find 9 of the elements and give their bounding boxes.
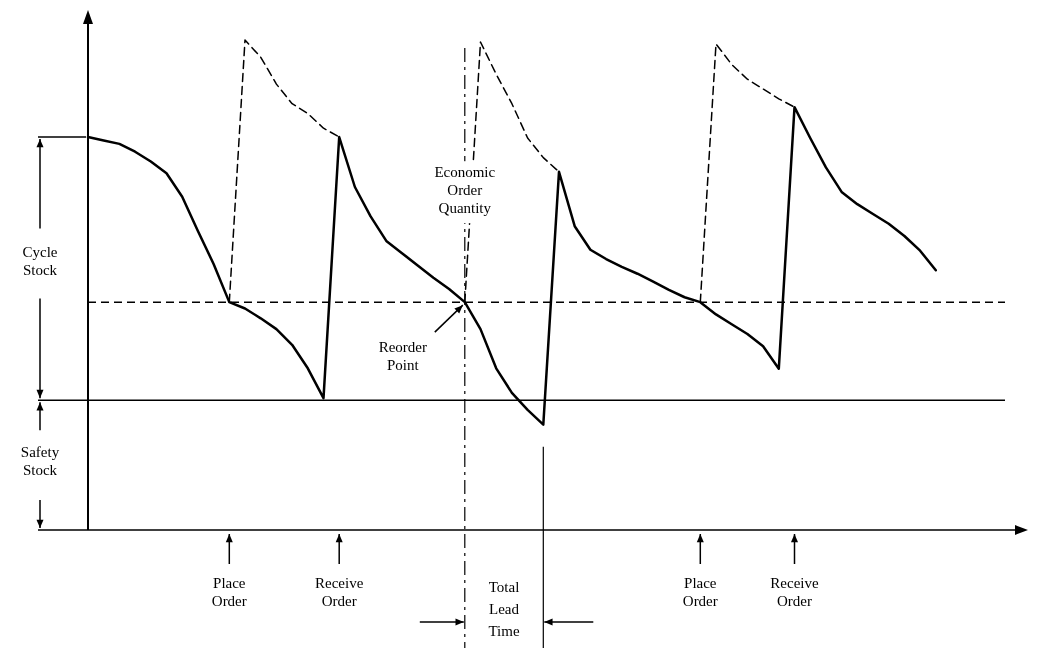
text: Receive Order: [770, 575, 819, 609]
text: Total Lead Time: [488, 579, 520, 639]
text: Place Order: [211, 575, 247, 609]
annotation: Reorder Point: [378, 339, 427, 374]
text: Receive Order: [315, 575, 364, 609]
annotation: Economic Order Quantity: [434, 164, 496, 217]
text: Safety Stock: [20, 444, 60, 479]
text: Cycle Stock: [22, 243, 58, 278]
text: Place Order: [682, 575, 718, 609]
